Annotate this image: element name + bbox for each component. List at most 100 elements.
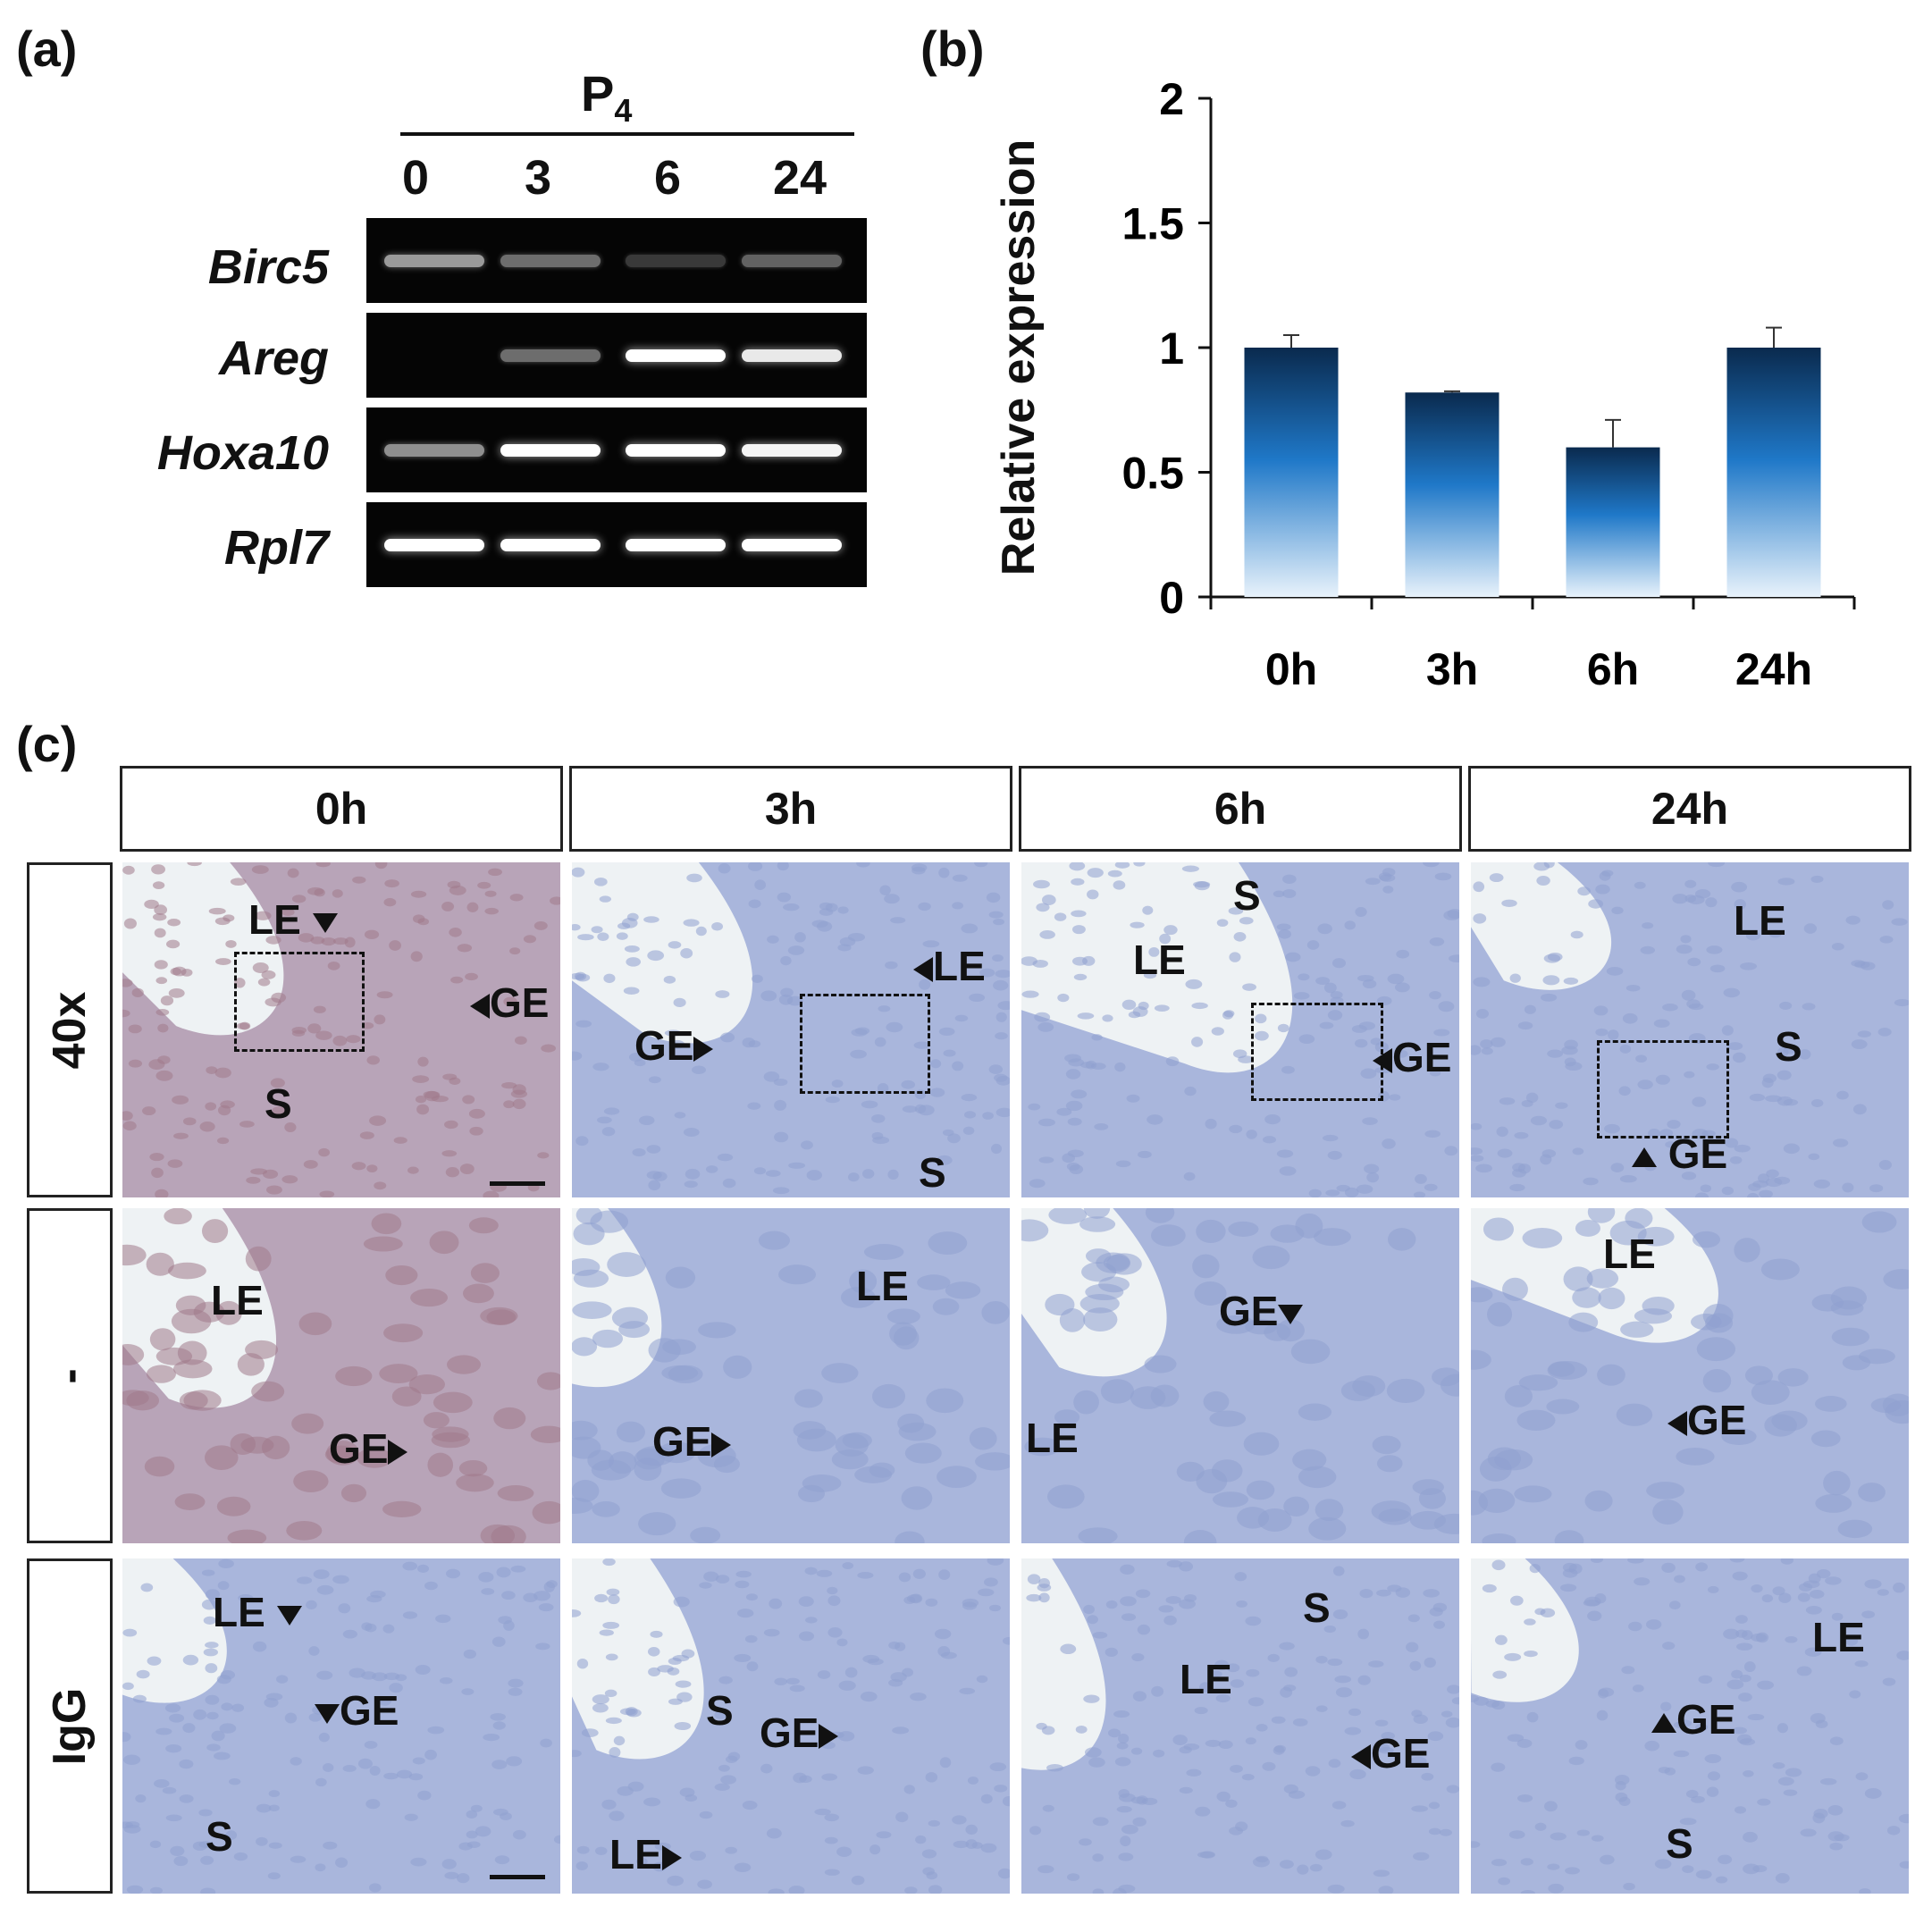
- label-r2c1-ge: GE: [760, 1709, 839, 1757]
- label-r2c1-s: S: [706, 1687, 734, 1734]
- bar-3h: [1405, 392, 1499, 597]
- y-tick-label: 1: [1159, 323, 1184, 374]
- arrowhead-icon: [315, 1703, 340, 1724]
- micrograph-r2c0: [122, 1558, 560, 1894]
- arrowhead-icon: [661, 1844, 682, 1870]
- gel-strip-hoxa10: [366, 407, 867, 492]
- zoom-box-r0c3: [1597, 1040, 1729, 1138]
- label-r0c1-le: LE: [913, 942, 986, 990]
- arrowhead-icon: [1278, 1304, 1304, 1324]
- label-r1c3-le: LE: [1603, 1231, 1656, 1277]
- zoom-box-r0c2: [1251, 1003, 1383, 1101]
- label-text: GE: [1676, 1696, 1736, 1743]
- bar-24h: [1726, 348, 1821, 597]
- label-r2c3-s: S: [1666, 1820, 1693, 1867]
- label-text: GE: [634, 1022, 694, 1069]
- gel-strip-areg: [366, 313, 867, 398]
- row-header-igg: IgG: [27, 1558, 113, 1894]
- treatment-underline: [400, 132, 854, 136]
- y-tick-label: 0: [1159, 573, 1184, 623]
- label-r0c2-ge: GE: [1373, 1033, 1451, 1081]
- label-r0c1-s: S: [919, 1149, 946, 1196]
- treatment-subscript: 4: [614, 92, 633, 130]
- y-tick-label: 2: [1159, 74, 1184, 124]
- label-r1c1-le: LE: [856, 1263, 909, 1309]
- gel-band: [626, 538, 726, 551]
- x-tick-label-3h: 3h: [1426, 644, 1478, 694]
- lane-label-1: 3: [524, 151, 552, 205]
- arrowhead-icon: [819, 1723, 839, 1749]
- bar-6h: [1566, 447, 1660, 597]
- gel-band: [384, 538, 484, 551]
- panel-c-letter: (c): [16, 716, 78, 772]
- panel-b-letter: (b): [920, 21, 985, 77]
- micrograph-r0c3: [1471, 862, 1909, 1197]
- gel-band: [626, 254, 726, 267]
- gene-label-hoxa10: Hoxa10: [156, 426, 329, 480]
- label-text: GE: [329, 1425, 389, 1472]
- label-r2c1-le: LE: [609, 1830, 682, 1878]
- column-header-0h: 0h: [120, 766, 563, 852]
- label-text: GE: [1371, 1730, 1431, 1777]
- scale-bar-r0c0: [490, 1181, 545, 1186]
- column-header-6h: 6h: [1019, 766, 1462, 852]
- gel-band: [500, 254, 601, 267]
- zoom-box-r0c1: [800, 994, 930, 1094]
- label-r0c3-s: S: [1775, 1023, 1802, 1070]
- panel-a-letter: (a): [16, 21, 78, 77]
- column-header-3h: 3h: [569, 766, 1012, 852]
- column-header-6h-text: 6h: [1214, 784, 1267, 834]
- column-header-24h: 24h: [1468, 766, 1911, 852]
- label-r2c0-ge: GE: [315, 1686, 399, 1735]
- column-header-3h-text: 3h: [764, 784, 818, 834]
- label-text: GE: [340, 1687, 399, 1734]
- scale-bar-r2c0: [490, 1875, 545, 1879]
- label-r1c3-ge: GE: [1667, 1396, 1746, 1444]
- gel-image: [366, 218, 867, 587]
- arrowhead-icon: [312, 912, 338, 933]
- label-text: LE: [933, 943, 986, 989]
- gene-label-areg: Areg: [218, 332, 329, 385]
- gel-band: [742, 443, 842, 457]
- arrowhead-icon: [693, 1036, 714, 1062]
- label-r0c3-le: LE: [1734, 897, 1786, 944]
- label-text: LE: [213, 1589, 265, 1635]
- arrowhead-icon: [1632, 1147, 1657, 1167]
- label-r2c2-le: LE: [1180, 1656, 1232, 1702]
- treatment-text: P: [581, 65, 615, 122]
- label-r1c1-ge: GE: [652, 1417, 732, 1466]
- gel-strip-birc5: [366, 218, 867, 303]
- gel-band: [500, 349, 601, 362]
- micrograph-r2c3: [1471, 1558, 1909, 1894]
- gel-band: [626, 349, 726, 362]
- label-r1c0-le: LE: [211, 1277, 264, 1323]
- label-r1c0-ge: GE: [329, 1424, 408, 1473]
- arrowhead-icon: [388, 1439, 408, 1465]
- label-r0c0-le: LE: [248, 895, 338, 944]
- micrograph-r2c2: [1021, 1558, 1459, 1894]
- arrowhead-icon: [276, 1605, 302, 1626]
- lane-label-2: 6: [653, 151, 682, 205]
- label-r0c0-ge: GE: [470, 979, 549, 1027]
- gel-band: [500, 538, 601, 551]
- label-text: GE: [652, 1418, 712, 1465]
- label-r2c0-s: S: [206, 1813, 233, 1860]
- label-r1c2-le: LE: [1026, 1415, 1079, 1461]
- gene-label-birc5: Birc5: [207, 240, 329, 294]
- gel-band: [742, 254, 842, 267]
- gel-band: [500, 443, 601, 457]
- zoom-box-r0c0: [234, 952, 365, 1052]
- bar-0h: [1244, 348, 1339, 597]
- label-text: GE: [490, 979, 550, 1026]
- label-r2c2-ge: GE: [1351, 1729, 1430, 1777]
- label-text: GE: [1219, 1288, 1279, 1334]
- label-text: LE: [248, 896, 301, 943]
- chart-ylabel-text: Relative expression: [993, 139, 1045, 576]
- label-text: GE: [1392, 1034, 1452, 1080]
- row-header-igg-text: IgG: [44, 1687, 96, 1765]
- label-text: LE: [609, 1831, 662, 1878]
- micrograph-r0c0: [122, 862, 560, 1197]
- label-r2c0-le: LE: [213, 1588, 302, 1636]
- column-header-24h-text: 24h: [1651, 784, 1729, 834]
- micrograph-r1c0: [122, 1208, 560, 1543]
